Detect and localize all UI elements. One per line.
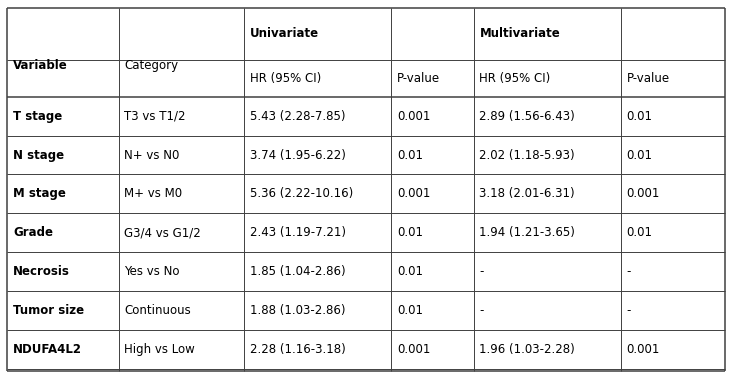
Text: N stage: N stage (13, 148, 64, 162)
Text: 0.001: 0.001 (627, 343, 660, 356)
Text: M+ vs M0: M+ vs M0 (124, 188, 182, 200)
Text: 0.01: 0.01 (397, 148, 423, 162)
Text: T3 vs T1/2: T3 vs T1/2 (124, 110, 186, 123)
Text: N+ vs N0: N+ vs N0 (124, 148, 180, 162)
Text: 0.001: 0.001 (397, 110, 430, 123)
Text: Multivariate: Multivariate (479, 27, 560, 40)
Text: 2.89 (1.56-6.43): 2.89 (1.56-6.43) (479, 110, 575, 123)
Text: -: - (627, 265, 631, 278)
Text: P-value: P-value (397, 72, 440, 85)
Text: Variable: Variable (13, 59, 68, 72)
Text: 2.02 (1.18-5.93): 2.02 (1.18-5.93) (479, 148, 575, 162)
Text: 0.01: 0.01 (397, 304, 423, 317)
Text: -: - (479, 265, 484, 278)
Text: Univariate: Univariate (250, 27, 319, 40)
Text: 0.01: 0.01 (397, 226, 423, 239)
Text: 0.01: 0.01 (627, 226, 652, 239)
Text: 0.001: 0.001 (397, 343, 430, 356)
Text: T stage: T stage (13, 110, 62, 123)
Text: 3.74 (1.95-6.22): 3.74 (1.95-6.22) (250, 148, 346, 162)
Text: 2.28 (1.16-3.18): 2.28 (1.16-3.18) (250, 343, 346, 356)
Text: 0.01: 0.01 (397, 265, 423, 278)
Text: 0.01: 0.01 (627, 110, 652, 123)
Text: High vs Low: High vs Low (124, 343, 195, 356)
Text: 1.85 (1.04-2.86): 1.85 (1.04-2.86) (250, 265, 346, 278)
Text: Necrosis: Necrosis (13, 265, 70, 278)
Text: 1.94 (1.21-3.65): 1.94 (1.21-3.65) (479, 226, 575, 239)
Text: P-value: P-value (627, 72, 670, 85)
Text: -: - (627, 304, 631, 317)
Text: 1.88 (1.03-2.86): 1.88 (1.03-2.86) (250, 304, 346, 317)
Text: 1.96 (1.03-2.28): 1.96 (1.03-2.28) (479, 343, 575, 356)
Text: Grade: Grade (13, 226, 53, 239)
Text: G3/4 vs G1/2: G3/4 vs G1/2 (124, 226, 201, 239)
Text: 3.18 (2.01-6.31): 3.18 (2.01-6.31) (479, 188, 575, 200)
Text: 2.43 (1.19-7.21): 2.43 (1.19-7.21) (250, 226, 346, 239)
Text: M stage: M stage (13, 188, 66, 200)
Text: 5.36 (2.22-10.16): 5.36 (2.22-10.16) (250, 188, 353, 200)
Text: 5.43 (2.28-7.85): 5.43 (2.28-7.85) (250, 110, 346, 123)
Text: Yes vs No: Yes vs No (124, 265, 180, 278)
Text: Continuous: Continuous (124, 304, 191, 317)
Text: HR (95% CI): HR (95% CI) (479, 72, 550, 85)
Text: 0.001: 0.001 (627, 188, 660, 200)
Text: -: - (479, 304, 484, 317)
Text: 0.01: 0.01 (627, 148, 652, 162)
Text: HR (95% CI): HR (95% CI) (250, 72, 321, 85)
Text: NDUFA4L2: NDUFA4L2 (13, 343, 82, 356)
Text: Tumor size: Tumor size (13, 304, 84, 317)
Text: Category: Category (124, 59, 179, 72)
Text: 0.001: 0.001 (397, 188, 430, 200)
